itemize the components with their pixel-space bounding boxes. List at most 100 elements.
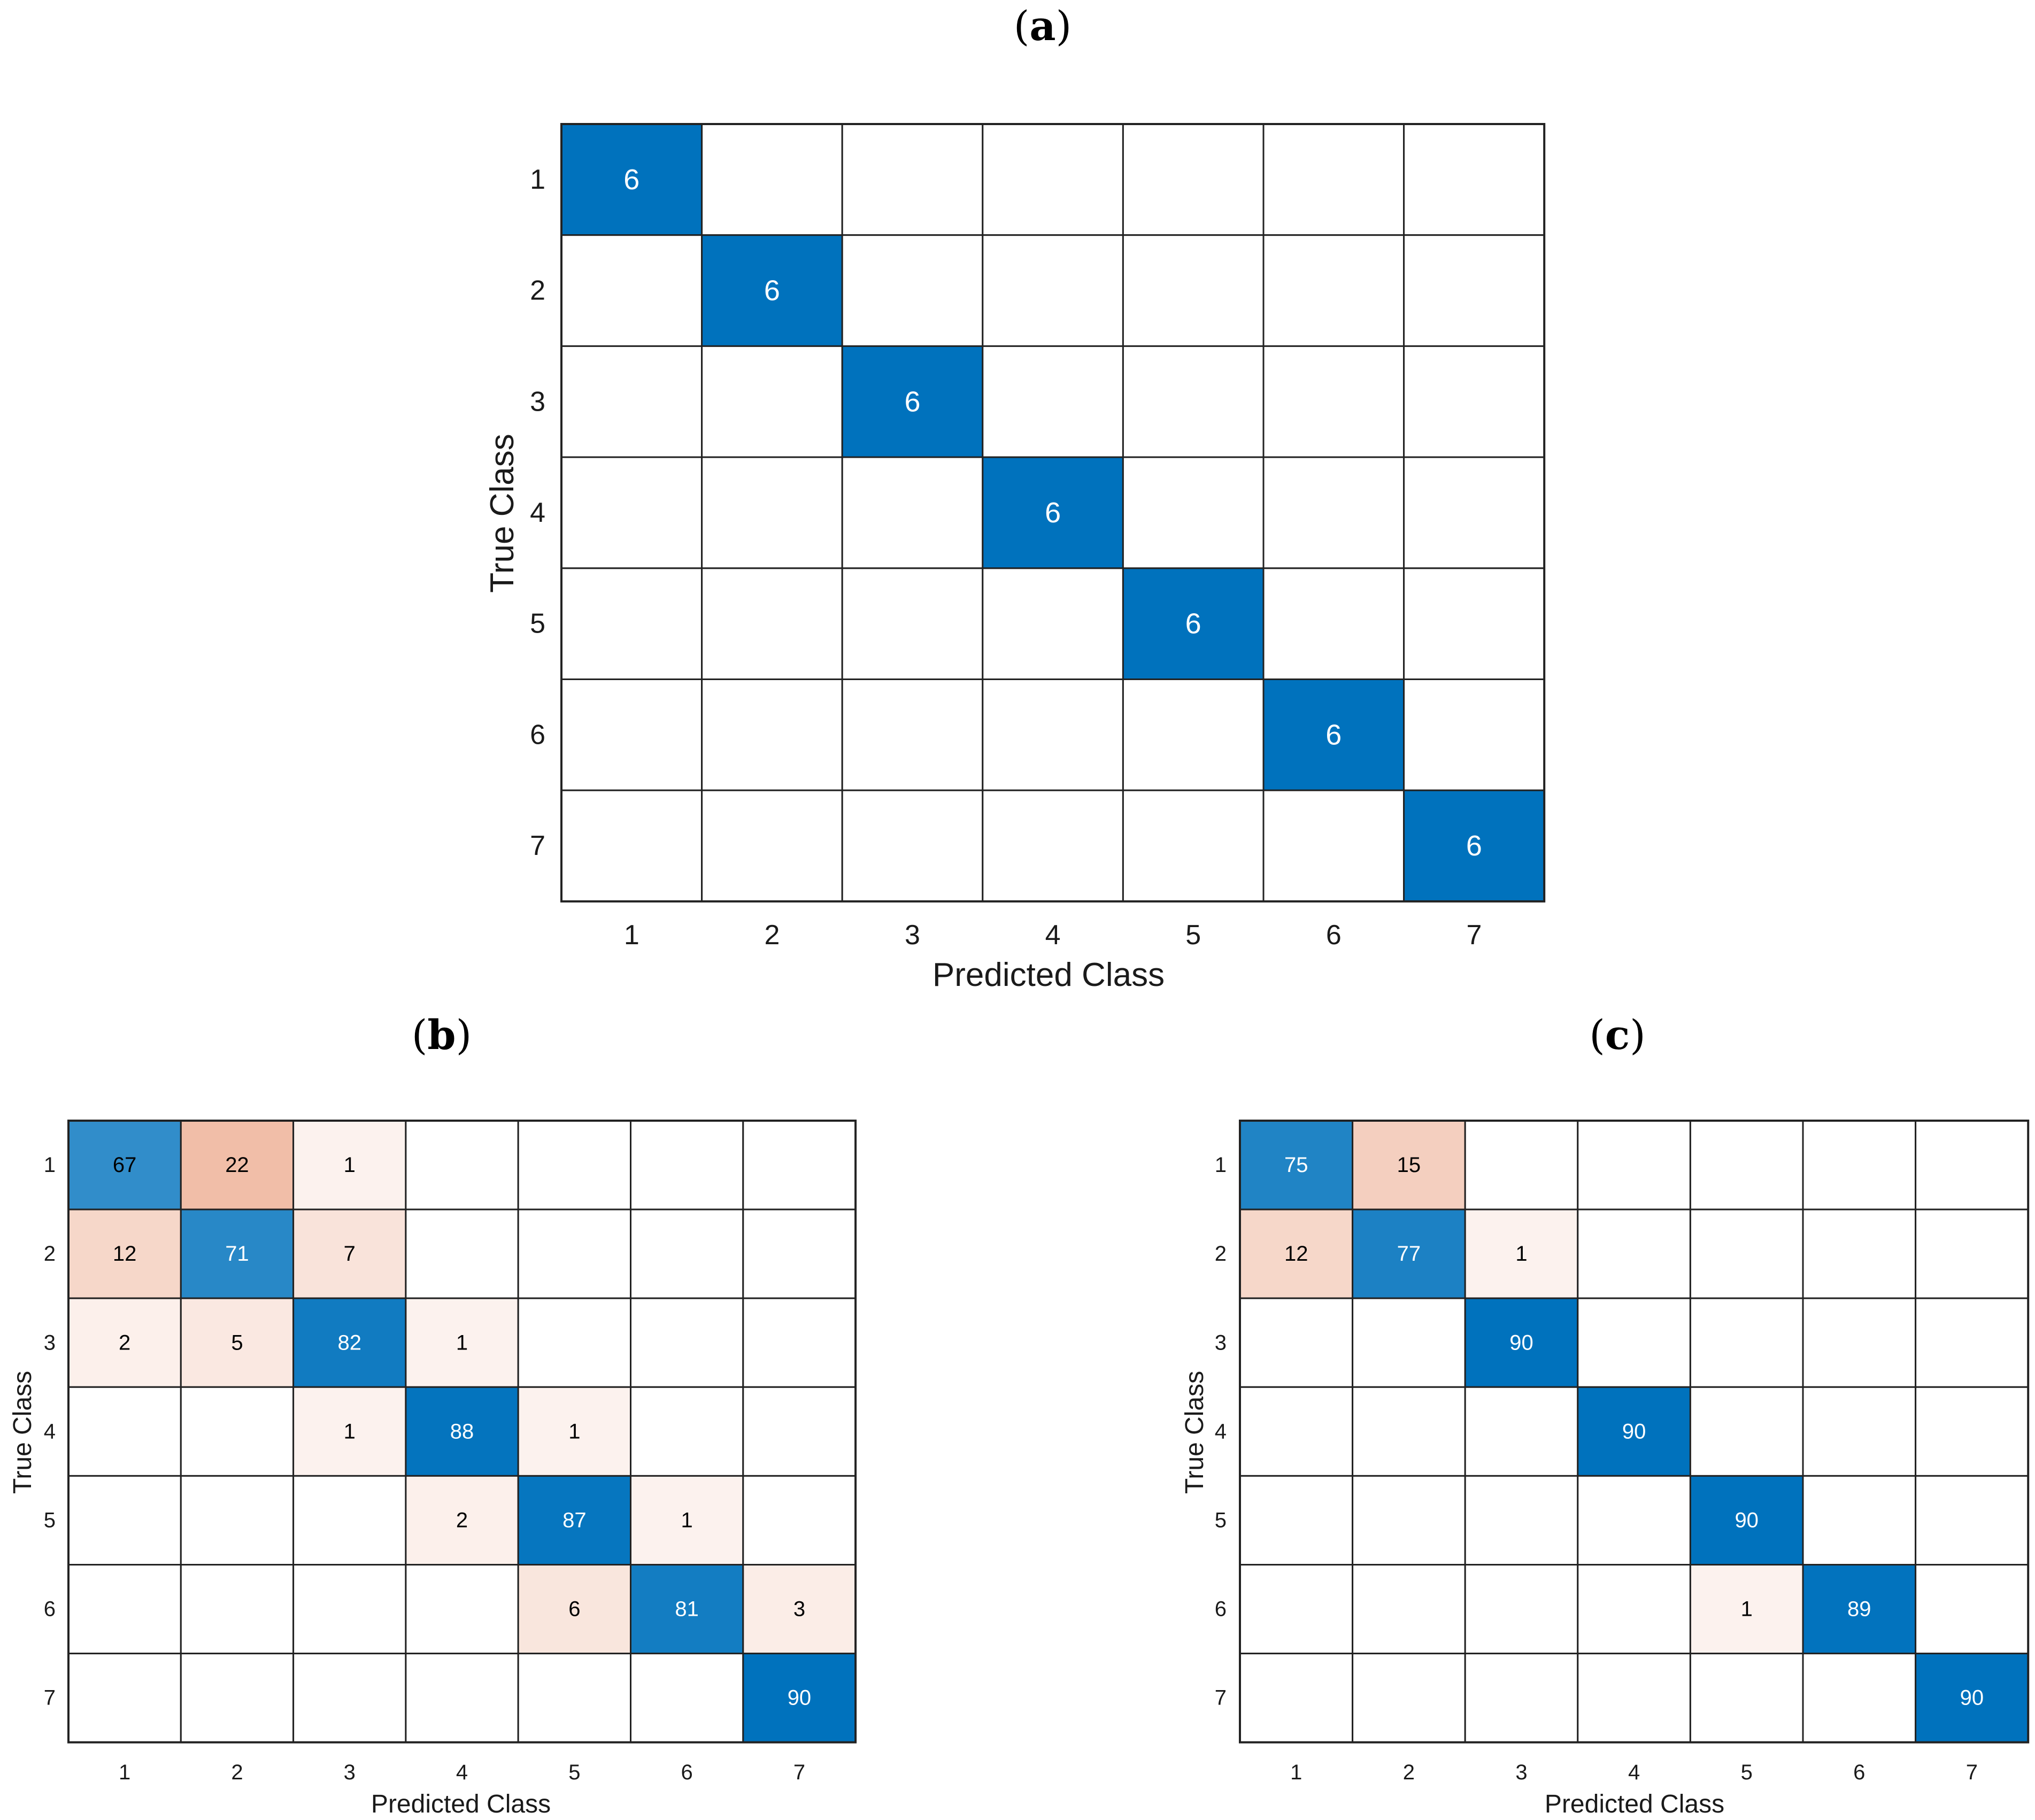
matrix-cell-r5-c6 (1802, 1475, 1917, 1565)
x-tick-label: 7 (793, 1761, 805, 1784)
panel-b-ylabel: True Class (9, 1371, 37, 1494)
panel-a-label: (a) (1014, 2, 1072, 50)
cell-value-label: 1 (344, 1420, 356, 1443)
matrix-cell-r2-c6 (630, 1208, 744, 1299)
y-tick-label: 1 (530, 164, 545, 195)
cell-value-label: 6 (1185, 608, 1201, 640)
matrix-cell-r7-c6 (1802, 1653, 1917, 1744)
cell-value-label: 75 (1284, 1153, 1308, 1177)
matrix-cell-r1-c2 (1352, 1120, 1466, 1210)
matrix-cell-r5-c1 (1239, 1475, 1354, 1565)
matrix-cell-r1-c7 (1403, 123, 1545, 236)
matrix-cell-r3-c6 (630, 1297, 744, 1388)
matrix-cell-r2-c4 (1577, 1208, 1691, 1299)
matrix-cell-r3-c4 (982, 345, 1124, 458)
matrix-cell-r4-c1 (67, 1386, 182, 1477)
x-tick-label: 3 (344, 1761, 356, 1784)
panel-a-confusion-matrix: (a) 6 6 6 6 6 6 6 1 1 2 2 3 3 4 4 5 5 6 6 7 7 Predicted Cla… (484, 2, 1546, 993)
matrix-cell-r4-c3 (841, 456, 984, 569)
x-tick-label: 6 (681, 1761, 693, 1784)
cell-value-label: 6 (1466, 830, 1482, 862)
x-tick-label: 5 (1741, 1761, 1753, 1784)
y-tick-label: 1 (44, 1153, 56, 1177)
matrix-cell-r2-c3 (841, 234, 984, 347)
cell-value-label: 90 (1509, 1331, 1533, 1354)
panel-b-xlabel: Predicted Class (371, 1790, 551, 1818)
cell-value-label: 7 (344, 1242, 356, 1266)
matrix-cell-r7-c1 (67, 1653, 182, 1744)
cell-value-label: 90 (1735, 1508, 1759, 1532)
y-tick-label: 6 (1215, 1598, 1227, 1621)
y-tick-label: 2 (1215, 1242, 1227, 1266)
matrix-cell-r2-c6 (1262, 234, 1405, 347)
x-tick-label: 3 (905, 920, 920, 951)
y-tick-label: 5 (1215, 1508, 1227, 1532)
panel-b-confusion-matrix: (b) 67 22 112 71 72 5 82 11 88 12 87 16 81 390 112233… (9, 1011, 857, 1818)
cell-value-label: 12 (113, 1242, 137, 1266)
matrix-cell-r3-c5 (1689, 1297, 1804, 1388)
matrix-cell-r6-c3 (1464, 1564, 1579, 1655)
cell-value-label: 5 (231, 1331, 243, 1354)
matrix-cell-r2-c2 (180, 1208, 295, 1299)
matrix-cell-r4-c2 (180, 1386, 295, 1477)
matrix-cell-r5-c4 (405, 1475, 519, 1565)
matrix-cell-r2-c6 (1802, 1208, 1917, 1299)
matrix-cell-r2-c5 (1689, 1208, 1804, 1299)
cell-value-label: 1 (456, 1331, 468, 1354)
matrix-cell-r2-c7 (742, 1208, 857, 1299)
matrix-cell-r3-c5 (1122, 345, 1265, 458)
matrix-cell-r2-c3 (292, 1208, 407, 1299)
matrix-cell-r1-c6 (630, 1120, 744, 1210)
matrix-cell-r4-c1 (1239, 1386, 1354, 1477)
x-tick-label: 4 (456, 1761, 468, 1784)
cell-value-label: 90 (1960, 1686, 1984, 1710)
x-tick-label: 6 (1853, 1761, 1865, 1784)
matrix-cell-r1-c5 (517, 1120, 632, 1210)
matrix-cell-r3-c3 (841, 345, 984, 458)
panel-a-ticks: 1 1 2 2 3 3 4 4 5 5 6 6 7 7 (530, 164, 1482, 951)
x-tick-label: 5 (568, 1761, 580, 1784)
matrix-cell-r6-c3 (292, 1564, 407, 1655)
y-tick-label: 2 (530, 275, 545, 306)
matrix-cell-r1-c7 (742, 1120, 857, 1210)
matrix-cell-r1-c3 (841, 123, 984, 236)
matrix-cell-r4-c4 (405, 1386, 519, 1477)
matrix-cell-r4-c4 (1577, 1386, 1691, 1477)
cell-value-label: 71 (225, 1242, 249, 1266)
matrix-cell-r4-c5 (1122, 456, 1265, 569)
matrix-cell-r2-c2 (1352, 1208, 1466, 1299)
matrix-cell-r1-c6 (1802, 1120, 1917, 1210)
matrix-cell-r6-c5 (1122, 678, 1265, 791)
matrix-cell-r4-c5 (1689, 1386, 1804, 1477)
matrix-cell-r4-c4 (982, 456, 1124, 569)
matrix-cell-r5-c2 (1352, 1475, 1466, 1565)
matrix-cell-r7-c7 (742, 1653, 857, 1744)
cell-value-label: 1 (1741, 1598, 1753, 1621)
matrix-cell-r7-c6 (1262, 789, 1405, 903)
matrix-cell-r2-c2 (701, 234, 843, 347)
matrix-cell-r6-c1 (67, 1564, 182, 1655)
matrix-cell-r3-c2 (180, 1297, 295, 1388)
matrix-cell-r1-c4 (982, 123, 1124, 236)
y-tick-label: 7 (1215, 1686, 1227, 1710)
matrix-cell-r4-c2 (701, 456, 843, 569)
matrix-cell-r2-c3 (1464, 1208, 1579, 1299)
x-tick-label: 1 (624, 920, 639, 951)
matrix-cell-r7-c2 (701, 789, 843, 903)
y-tick-label: 1 (1215, 1153, 1227, 1177)
matrix-cell-r2-c1 (1239, 1208, 1354, 1299)
matrix-cell-r2-c7 (1403, 234, 1545, 347)
matrix-cell-r3-c7 (742, 1297, 857, 1388)
matrix-cell-r4-c7 (1403, 456, 1545, 569)
x-tick-label: 3 (1515, 1761, 1527, 1784)
matrix-cell-r7-c6 (630, 1653, 744, 1744)
x-tick-label: 1 (119, 1761, 130, 1784)
matrix-cell-r6-c1 (1239, 1564, 1354, 1655)
matrix-cell-r4-c1 (560, 456, 703, 569)
panel-a-ylabel: True Class (484, 434, 521, 592)
matrix-cell-r7-c5 (1122, 789, 1265, 903)
matrix-cell-r3-c5 (517, 1297, 632, 1388)
y-tick-label: 7 (44, 1686, 56, 1710)
